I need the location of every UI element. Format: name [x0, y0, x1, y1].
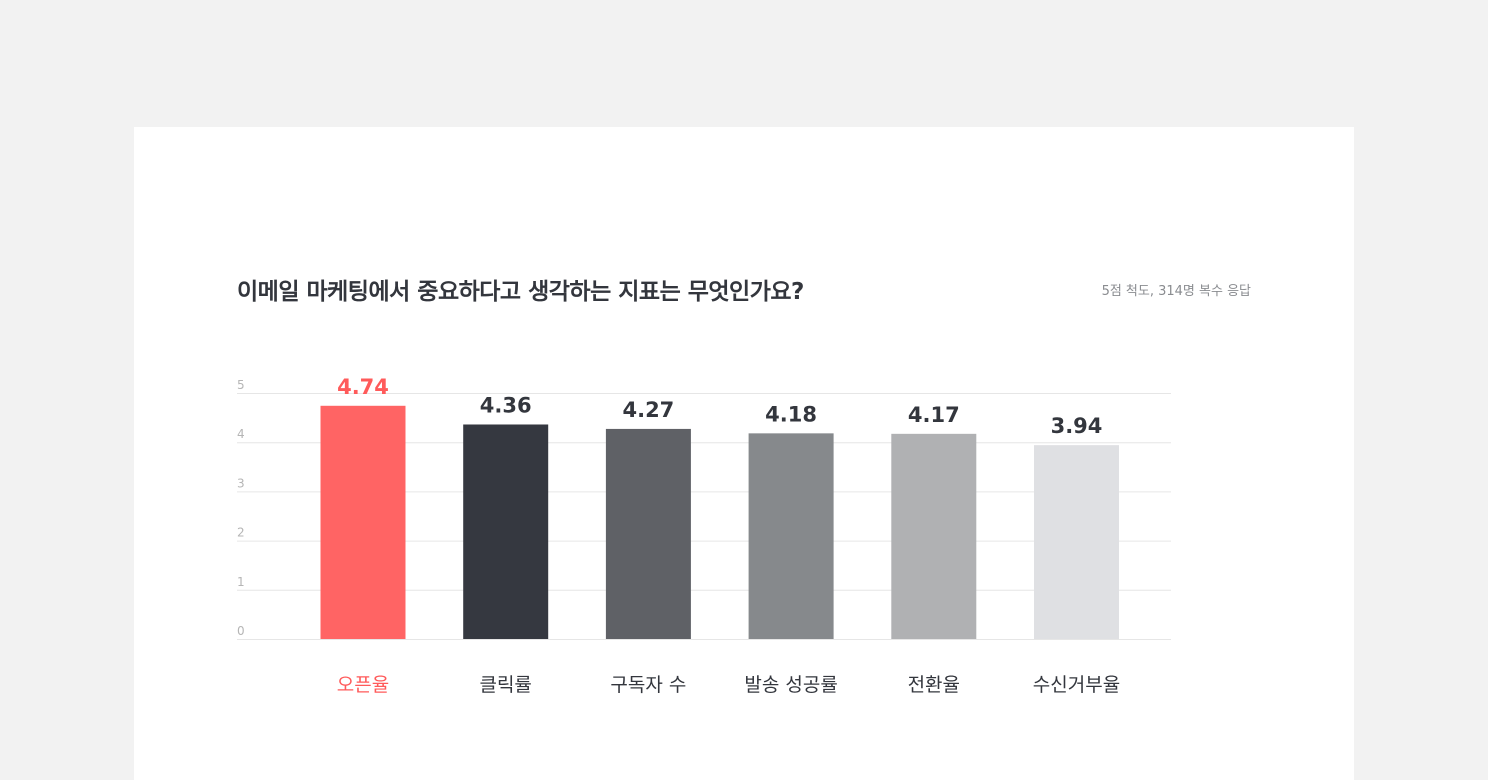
- data-label: 4.18: [765, 402, 817, 426]
- bar-3: [605, 428, 691, 639]
- data-label: 4.17: [908, 403, 960, 427]
- bar-6: [1034, 445, 1119, 639]
- x-tick-label: 수신거부율: [1033, 674, 1120, 696]
- x-tick-label: 클릭률: [479, 674, 531, 696]
- data-label: 3.94: [1051, 414, 1103, 438]
- data-label: 4.74: [337, 375, 389, 399]
- bar-2: [463, 424, 549, 639]
- data-label: 4.27: [622, 398, 674, 422]
- chart-title: 이메일 마케팅에서 중요하다고 생각하는 지표는 무엇인가요?: [237, 279, 804, 305]
- y-tick-label: 0: [237, 624, 245, 638]
- bar-1: [320, 405, 406, 639]
- x-tick-label: 오픈율: [337, 674, 389, 696]
- y-tick-label: 1: [237, 575, 245, 589]
- x-tick-label: 전환율: [908, 674, 960, 696]
- y-tick-label: 3: [237, 476, 245, 490]
- x-tick-label: 구독자 수: [610, 674, 686, 696]
- y-tick-label: 5: [237, 378, 245, 392]
- bar-4: [748, 433, 834, 639]
- y-tick-label: 2: [237, 526, 245, 540]
- x-tick-label: 발송 성공률: [744, 674, 837, 696]
- chart-subtitle: 5점 척도, 314명 복수 응답: [1101, 284, 1251, 299]
- y-tick-label: 4: [237, 427, 245, 441]
- bar-5: [891, 433, 977, 639]
- data-label: 4.36: [480, 393, 532, 417]
